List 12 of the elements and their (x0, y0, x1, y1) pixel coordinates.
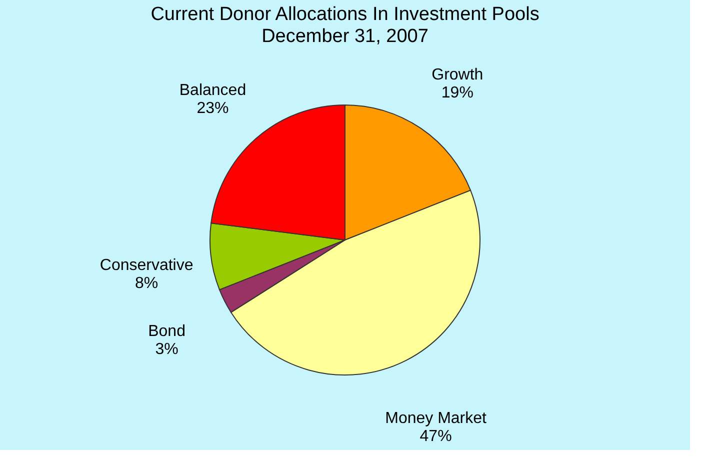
data-label: 8% (135, 275, 158, 292)
chart-title: Current Donor Allocations In Investment Pools (150, 4, 540, 25)
data-label: 19% (441, 84, 474, 102)
slice-label: Conservative (100, 257, 194, 274)
slice-label: Balanced (179, 82, 246, 99)
data-label: 23% (196, 100, 229, 117)
data-label: 47% (420, 428, 452, 446)
chart-subtitle: December 31, 2007 (262, 26, 428, 47)
data-label: 3% (155, 340, 178, 358)
slice-label: Money Market (385, 410, 488, 428)
slice-label: Growth (432, 66, 484, 84)
slice-label: Bond (148, 322, 186, 340)
